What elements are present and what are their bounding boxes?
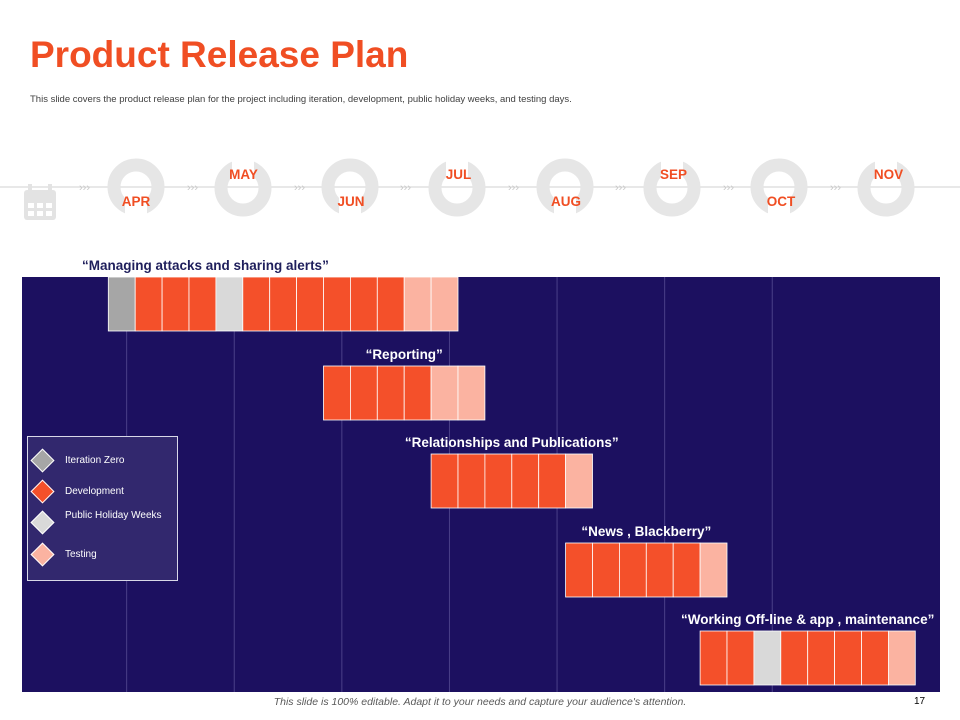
task-bar xyxy=(430,453,593,509)
timeline-chevron: ››› xyxy=(400,182,411,194)
legend-label: Iteration Zero xyxy=(65,455,125,466)
task-label: “Reporting” xyxy=(366,347,443,362)
task-label: “Relationships and Publications” xyxy=(405,435,619,450)
testing-cell xyxy=(888,630,916,686)
timeline-ring xyxy=(107,158,165,219)
month-timeline: ››› ››› ››› ››› ››› ››› ››› ››› APR MAY JUN JUL AUG S… xyxy=(0,158,960,220)
development-cell xyxy=(538,453,567,509)
timeline-chevron: ››› xyxy=(294,182,305,194)
timeline-ring xyxy=(857,158,915,217)
month-label-nov: NOV xyxy=(874,167,903,182)
development-cell xyxy=(242,276,271,332)
task-bar xyxy=(699,630,916,686)
task-label: “Managing attacks and sharing alerts” xyxy=(82,258,329,273)
timeline-chevron: ››› xyxy=(615,182,626,194)
development-cell xyxy=(296,276,324,332)
timeline-ring xyxy=(214,158,272,217)
chart-legend: Iteration Zero Development Public Holiday … xyxy=(27,436,178,581)
development-cell xyxy=(161,276,190,332)
month-label-aug: AUG xyxy=(551,194,581,209)
calendar-icon xyxy=(24,184,56,220)
development-cell xyxy=(376,276,405,332)
testing-cell xyxy=(430,365,459,421)
development-cell xyxy=(269,276,297,332)
development-cell xyxy=(780,630,809,686)
page-title: Product Release Plan xyxy=(30,34,409,75)
month-label-apr: APR xyxy=(122,194,151,209)
timeline-ring xyxy=(321,158,379,219)
timeline-ring xyxy=(643,158,701,217)
timeline-ring xyxy=(750,158,808,219)
testing-cell xyxy=(457,365,486,421)
development-cell xyxy=(484,453,513,509)
timeline-ring xyxy=(428,158,486,217)
development-cell xyxy=(376,365,405,421)
page-number: 17 xyxy=(914,696,926,707)
legend-label: Public Holiday Weeks xyxy=(65,510,162,521)
month-label-oct: OCT xyxy=(767,194,796,209)
development-cell xyxy=(645,542,674,598)
public-holiday-cell xyxy=(215,276,244,332)
timeline-ring xyxy=(536,158,594,219)
development-cell xyxy=(672,542,701,598)
footer-note: This slide is 100% editable. Adapt it to… xyxy=(273,696,687,708)
development-cell xyxy=(807,630,836,686)
development-cell xyxy=(834,630,862,686)
timeline-chevron: ››› xyxy=(508,182,519,194)
development-cell xyxy=(699,630,728,686)
month-label-jun: JUN xyxy=(337,194,364,209)
month-label-jul: JUL xyxy=(446,167,472,182)
development-cell xyxy=(592,542,620,598)
task-bar xyxy=(107,276,459,332)
legend-item: Public Holiday Weeks xyxy=(28,510,177,537)
gantt-chart xyxy=(107,276,916,692)
month-label-sep: SEP xyxy=(660,167,687,182)
testing-cell xyxy=(565,453,593,509)
testing-cell xyxy=(403,276,432,332)
legend-item: Testing xyxy=(28,542,177,569)
legend-item: Iteration Zero xyxy=(28,448,177,475)
development-cell xyxy=(511,453,540,509)
task-label: “Working Off-line & app , maintenance” xyxy=(681,612,934,627)
development-cell xyxy=(565,542,593,598)
development-cell xyxy=(457,453,486,509)
timeline-chevron: ››› xyxy=(830,182,841,194)
development-cell xyxy=(323,276,351,332)
development-cell xyxy=(349,276,378,332)
timeline-chevron: ››› xyxy=(723,182,734,194)
iteration-zero-cell xyxy=(107,276,136,332)
month-label-may: MAY xyxy=(229,167,258,182)
legend-label: Development xyxy=(65,486,124,497)
development-cell xyxy=(134,276,163,332)
legend-item: Development xyxy=(28,479,177,506)
timeline-chevron: ››› xyxy=(79,182,90,194)
development-cell xyxy=(430,453,459,509)
task-label: “News , Blackberry” xyxy=(581,524,711,539)
legend-label: Testing xyxy=(65,549,97,560)
task-bar xyxy=(323,365,486,421)
testing-cell xyxy=(699,542,728,598)
task-bar xyxy=(565,542,728,598)
page-subtitle: This slide covers the product release pl… xyxy=(30,94,572,105)
development-cell xyxy=(619,542,647,598)
development-cell xyxy=(726,630,755,686)
development-cell xyxy=(188,276,217,332)
development-cell xyxy=(349,365,378,421)
testing-cell xyxy=(430,276,459,332)
timeline-chevron: ››› xyxy=(187,182,198,194)
development-cell xyxy=(861,630,889,686)
development-cell xyxy=(323,365,351,421)
